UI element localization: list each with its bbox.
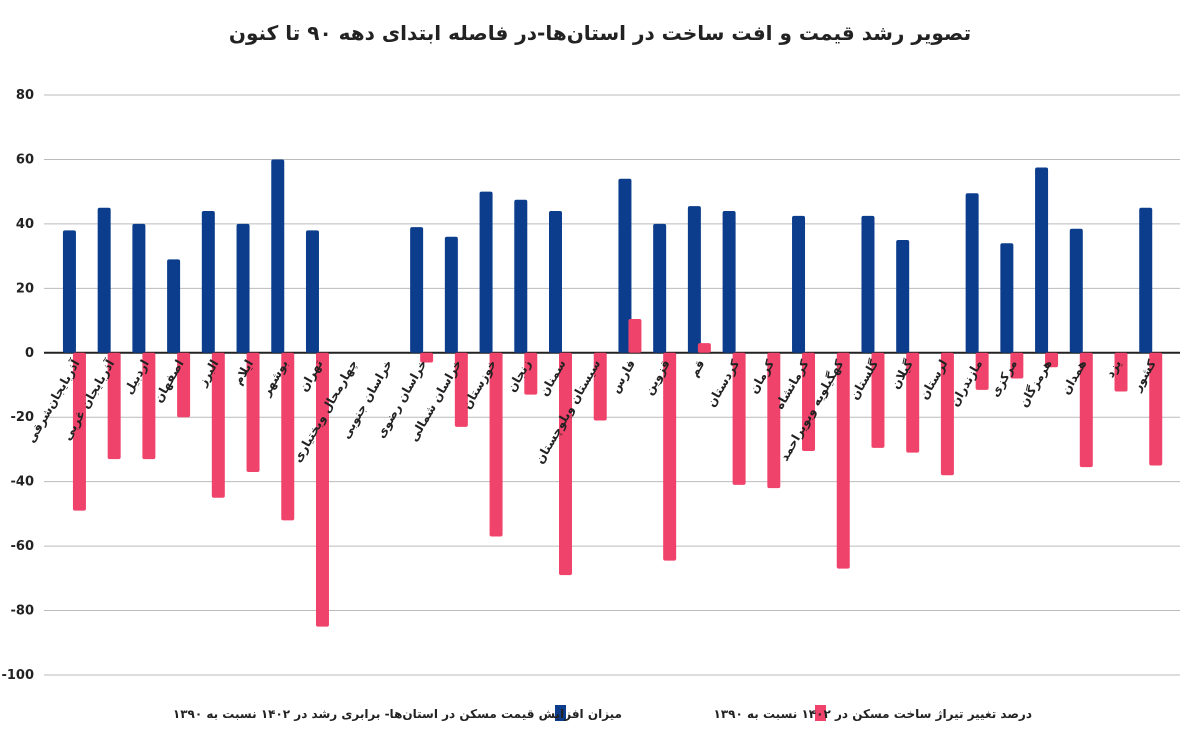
- bar: [732, 352, 746, 485]
- bar: [549, 211, 563, 353]
- bar: [236, 223, 250, 353]
- bar: [1149, 352, 1163, 466]
- y-tick-label: 0: [25, 346, 34, 361]
- bar: [454, 352, 468, 427]
- bar: [965, 193, 979, 353]
- bar: [177, 352, 191, 418]
- bar: [444, 236, 458, 353]
- bar: [1069, 228, 1083, 353]
- y-tick-label: -20: [11, 410, 35, 425]
- bar: [132, 223, 146, 353]
- bar: [281, 352, 295, 521]
- y-tick-label: 40: [16, 217, 34, 232]
- bar: [420, 352, 434, 363]
- bar: [410, 227, 424, 353]
- legend-label: درصد تغییر تیراژ ساخت مسکن در ۱۴۰۲ نسبت …: [714, 707, 1032, 721]
- bar: [792, 215, 806, 353]
- bar: [1010, 352, 1024, 379]
- bar: [559, 352, 573, 576]
- bar: [628, 318, 642, 353]
- bar: [663, 352, 677, 561]
- bar: [871, 352, 885, 448]
- bar: [72, 352, 86, 511]
- bar: [514, 199, 528, 353]
- bar: [305, 230, 319, 353]
- y-tick-label: 60: [16, 152, 34, 167]
- bar: [653, 223, 667, 353]
- bar: [906, 352, 920, 453]
- bar: [767, 352, 781, 489]
- bar: [271, 159, 285, 353]
- bar: [1035, 167, 1049, 353]
- bar: [315, 352, 329, 627]
- bar: [1079, 352, 1093, 468]
- legend-swatch: [555, 705, 566, 721]
- bar: [940, 352, 954, 476]
- y-tick-label: 80: [16, 88, 34, 103]
- legend-label: میزان افزایش قیمت مسکن در استان‌ها- براب…: [173, 707, 622, 721]
- bar: [524, 352, 538, 395]
- bar: [211, 352, 225, 498]
- bar: [62, 230, 76, 353]
- bar: [593, 352, 607, 421]
- bar: [142, 352, 156, 460]
- bar: [1139, 207, 1153, 353]
- chart-title: تصویر رشد قیمت و افت ساخت در استان‌ها-در…: [229, 21, 971, 45]
- y-tick-label: 20: [16, 281, 34, 296]
- bar: [618, 178, 632, 353]
- bar: [107, 352, 121, 460]
- bar: [802, 352, 816, 452]
- bar: [687, 206, 701, 353]
- y-tick-label: -80: [11, 604, 35, 619]
- bar: [1000, 243, 1014, 353]
- y-tick-label: -40: [11, 475, 35, 490]
- bar: [697, 343, 711, 353]
- bar: [722, 211, 736, 353]
- legend-swatch: [815, 705, 826, 721]
- bar: [836, 352, 850, 569]
- y-tick-label: -60: [11, 539, 35, 554]
- bar: [167, 259, 181, 353]
- bar: [489, 352, 503, 537]
- bar: [896, 240, 910, 353]
- bar: [479, 191, 493, 353]
- y-tick-label: -100: [1, 668, 34, 683]
- bar: [1114, 352, 1128, 392]
- bar: [975, 352, 989, 390]
- bar: [1045, 352, 1059, 368]
- bar: [861, 215, 875, 353]
- bar: [97, 207, 111, 353]
- bar: [201, 211, 215, 353]
- bar: [246, 352, 260, 472]
